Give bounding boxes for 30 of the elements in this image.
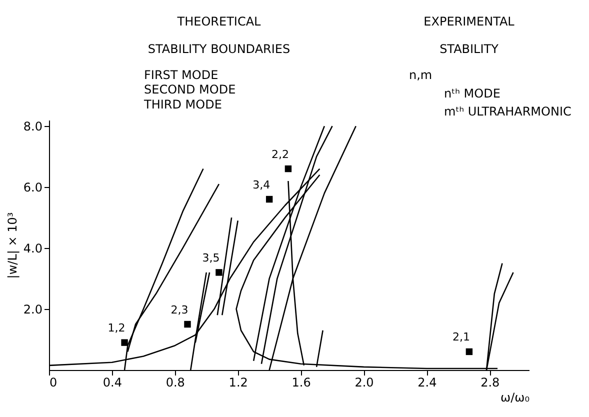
x-tick-label: 1.2 (228, 376, 248, 390)
x-tick-label: 2.4 (418, 376, 437, 390)
annotation: 2,3 (170, 303, 188, 316)
x-axis-title: ω/ω₀ (500, 390, 530, 404)
text: THIRD MODE (143, 97, 222, 112)
annotation: 1,2 (108, 322, 126, 335)
y-tick-label: 4.0 (23, 242, 42, 256)
text: THEORETICAL (176, 14, 262, 29)
annotation: 3,5 (202, 251, 220, 264)
text: FIRST MODE (144, 68, 218, 82)
x-tick-label: 2.0 (354, 376, 374, 390)
text: EXPERIMENTAL (424, 14, 515, 29)
annotation: 2,2 (271, 148, 289, 161)
x-tick-label: 2.8 (480, 376, 500, 390)
y-tick-label: 8.0 (23, 120, 42, 134)
x-tick-label: 0.8 (166, 376, 185, 390)
y-tick-label: 6.0 (23, 180, 42, 195)
x-tick-label: 0.4 (102, 376, 122, 390)
text: nᵗʰ MODE (444, 86, 500, 100)
text: n,m (409, 68, 432, 82)
text: STABILITY BOUNDARIES (148, 42, 290, 56)
annotation: 2,1 (452, 330, 470, 344)
y-axis-title: |w/L| × 10³ (5, 212, 20, 279)
text: SECOND MODE (144, 82, 236, 97)
text: STABILITY (440, 42, 500, 56)
annotation: 3,4 (252, 178, 270, 192)
text: mᵗʰ ULTRAHARMONIC (444, 104, 572, 119)
x-tick-label: 0 (50, 376, 58, 390)
y-tick-label: 2.0 (23, 302, 42, 317)
x-tick-label: 1.6 (292, 376, 311, 390)
